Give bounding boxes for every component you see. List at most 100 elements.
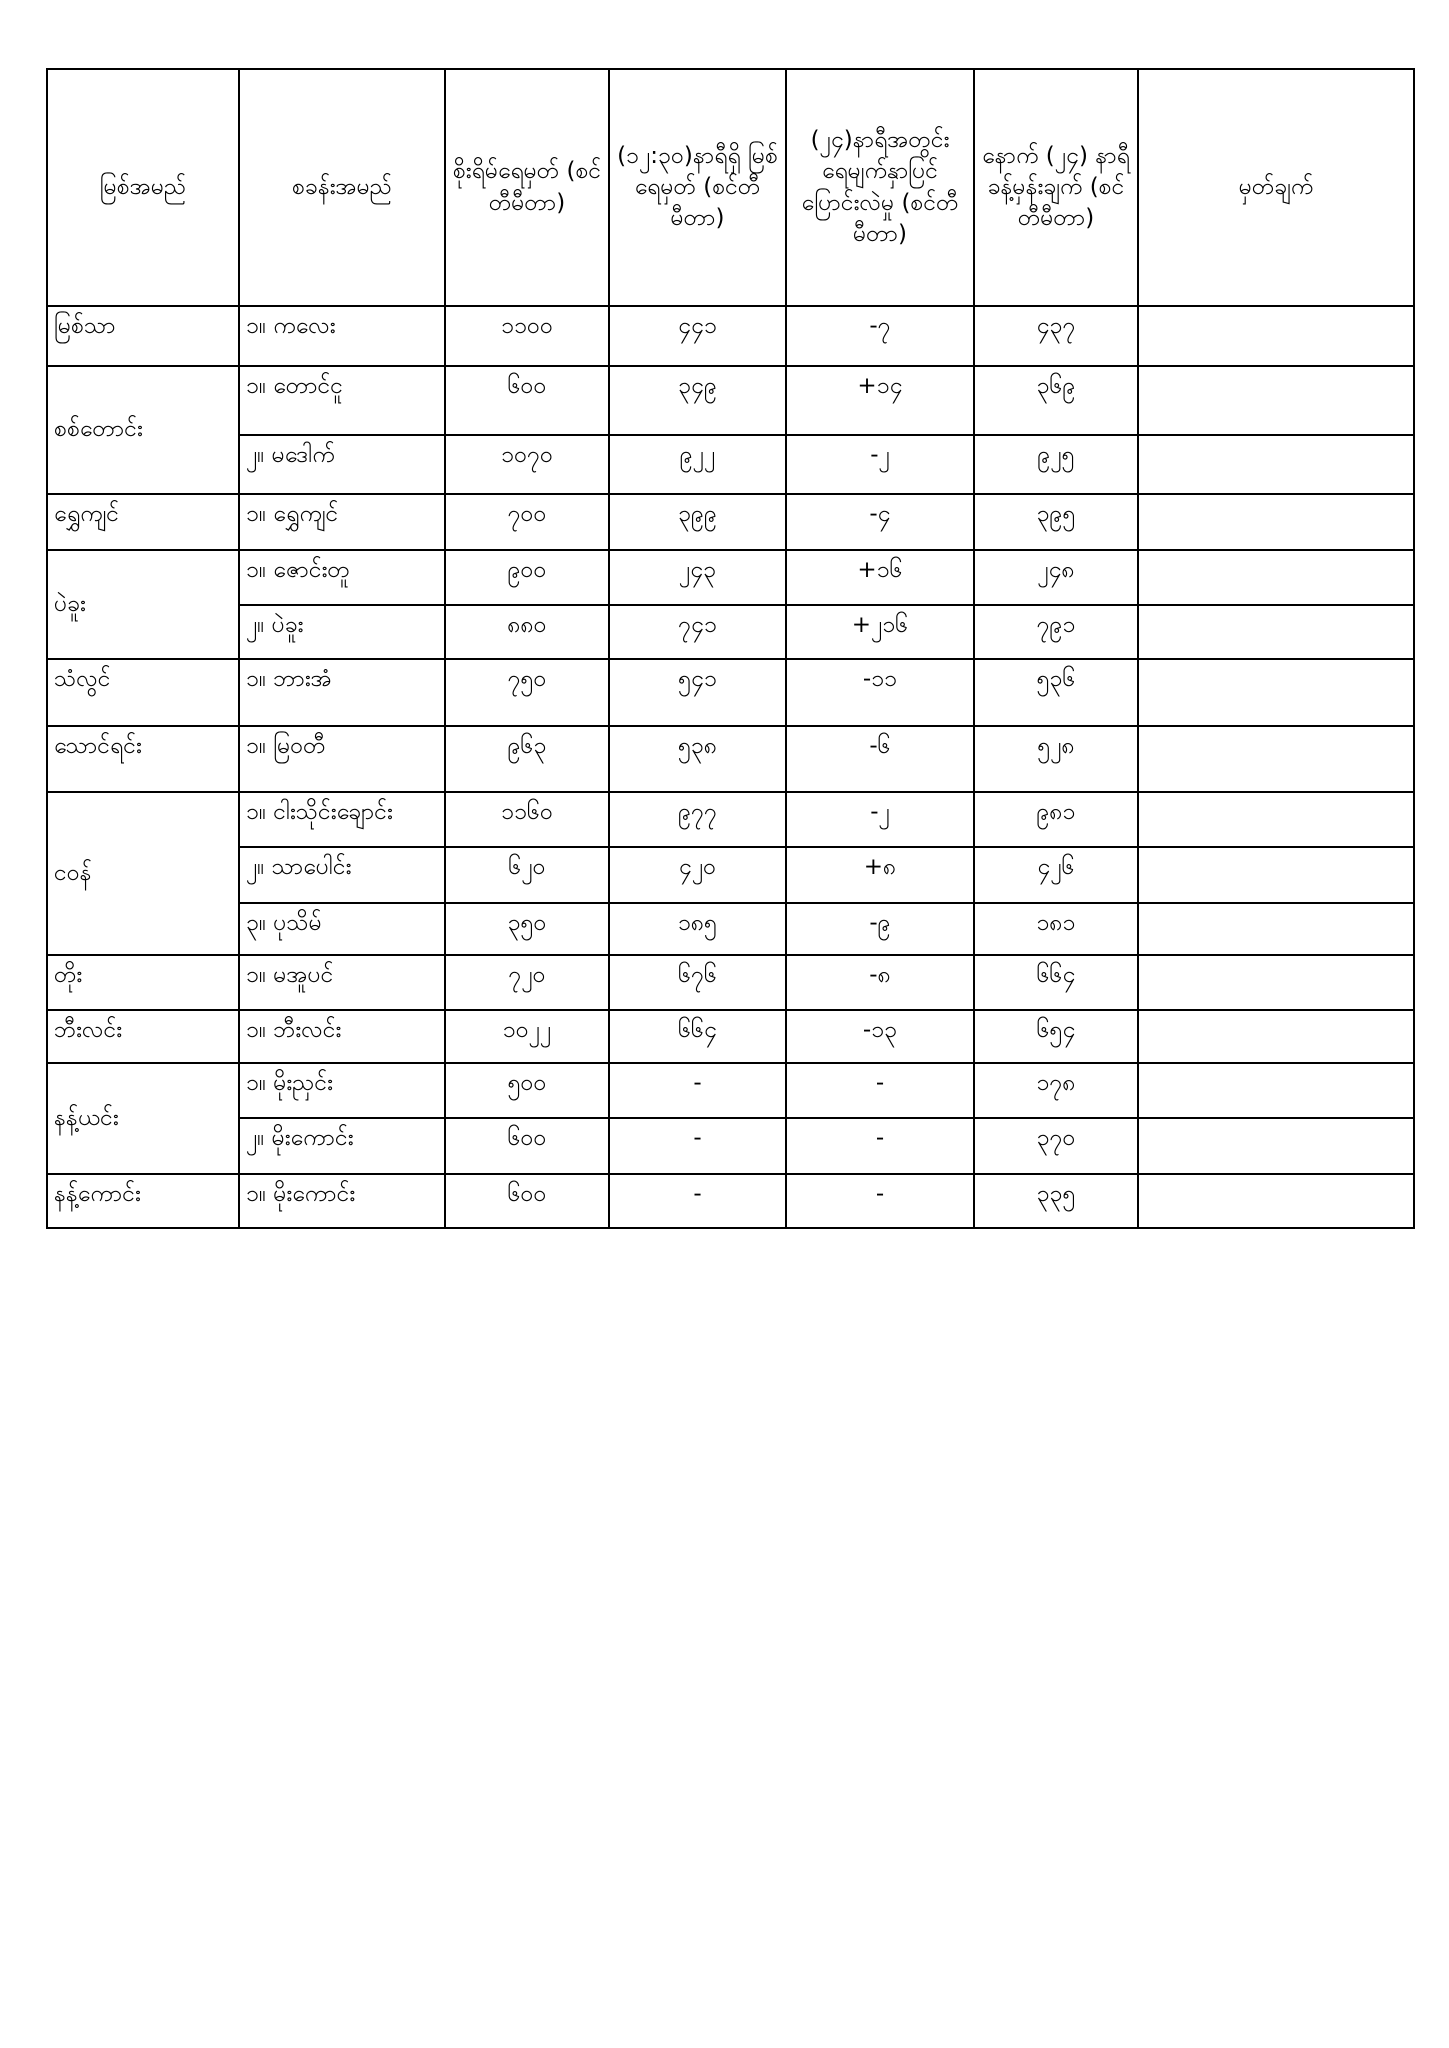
river-name-cell: နန့်ယင်း <box>46 1062 240 1175</box>
station-name-cell: ၁။ ရွှေကျင် <box>238 493 446 551</box>
forecast-cell: ၁၇၈ <box>973 1062 1139 1119</box>
remark-cell <box>1137 791 1415 848</box>
current-level-cell: - <box>608 1117 787 1175</box>
table-row: ရွှေကျင် ၁။ ရွှေကျင် ၇၀၀ ၃၉၉ -၄ ၃၉၅ <box>46 493 1415 551</box>
remark-cell <box>1137 1117 1415 1175</box>
change-cell: - <box>785 1062 975 1119</box>
table-row: နန့်ယင်း ၁။ မိုးညှင်း ၅၀၀- -၁၇၈ <box>46 1062 1415 1175</box>
change-cell: +၁၄ <box>785 365 975 436</box>
station-name-cell: ၁။ မအူပင် <box>238 954 446 1011</box>
header-24h-forecast: နောက် (၂၄) နာရီ ခန့်မှန်းချက် (စင်တီမီတာ… <box>973 68 1139 307</box>
header-remarks: မှတ်ချက် <box>1137 68 1415 307</box>
danger-level-cell: ၉၆၃ <box>444 725 610 793</box>
forecast-cell: ၃၇၀ <box>973 1117 1139 1175</box>
river-name-cell: သံလွင် <box>46 658 240 727</box>
remark-cell <box>1137 365 1415 436</box>
station-name-cell: ၁။ ကလေး <box>238 305 446 367</box>
danger-level-cell: ၉၀၀ <box>444 549 610 606</box>
current-level-cell: ၄၂၀ <box>608 846 787 904</box>
river-name-cell: သောင်ရင်း <box>46 725 240 793</box>
table-row: မြစ်သာ ၁။ ကလေး ၁၁၀၀ ၄၄၁ -၇ ၄၃၇ <box>46 305 1415 367</box>
forecast-cell: ၂၄၈ <box>973 549 1139 606</box>
forecast-cell: ၃၉၅ <box>973 493 1139 551</box>
header-station-name: စခန်းအမည် <box>238 68 446 307</box>
header-24h-change: (၂၄)နာရီအတွင်း ရေမျက်နှာပြင် ပြောင်းလဲမှ… <box>785 68 975 307</box>
danger-level-cell: ၁၀၂၂ <box>444 1009 610 1064</box>
current-level-cell: ၆၆၄ <box>608 1009 787 1064</box>
forecast-cell: ၉၈၁ <box>973 791 1139 848</box>
river-name-cell: ငဝန် <box>46 791 240 956</box>
table-row: နန့်ကောင်း ၁။ မိုးကောင်း ၆၀၀- -၃၃၅ <box>46 1173 1415 1229</box>
danger-level-cell: ၈၈၀ <box>444 604 610 660</box>
change-cell: -၂ <box>785 434 975 495</box>
header-river-name: မြစ်အမည် <box>46 68 240 307</box>
change-cell: -၆ <box>785 725 975 793</box>
forecast-cell: ၄၂၆ <box>973 846 1139 904</box>
current-level-cell: ၂၄၃ <box>608 549 787 606</box>
table-row: ဘီးလင်း ၁။ ဘီးလင်း ၁၀၂၂ ၆၆၄ -၁၃ ၆၅၄ <box>46 1009 1415 1064</box>
remark-cell <box>1137 305 1415 367</box>
current-level-cell: - <box>608 1173 787 1229</box>
danger-level-cell: ၇၀၀ <box>444 493 610 551</box>
danger-level-cell: ၇၅၀ <box>444 658 610 727</box>
station-name-cell: ၁။ မိုးကောင်း <box>238 1173 446 1229</box>
station-name-cell: ၂။ မဒေါက် <box>238 434 446 495</box>
station-name-cell: ၁။ ဘီးလင်း <box>238 1009 446 1064</box>
station-name-cell: ၂။ သာပေါင်း <box>238 846 446 904</box>
danger-level-cell: ၁၁၀၀ <box>444 305 610 367</box>
remark-cell <box>1137 604 1415 660</box>
remark-cell <box>1137 658 1415 727</box>
header-row: မြစ်အမည် စခန်းအမည် စိုးရိမ်ရေမှတ် (စင်တီ… <box>46 68 1415 307</box>
table-row: စစ်တောင်း ၁။ တောင်ငူ ၆၀၀ ၃၄၉ +၁၄ ၃၆၉ <box>46 365 1415 495</box>
danger-level-cell: ၇၂၀ <box>444 954 610 1011</box>
remark-cell <box>1137 549 1415 606</box>
table-row: သံလွင် ၁။ ဘားအံ ၇၅၀ ၅၄၁ -၁၁ ၅၃၆ <box>46 658 1415 727</box>
table-row: ၂။ မိုးကောင်း ၆၀၀- -၃၇၀ <box>47 1117 1415 1175</box>
danger-level-cell: ၁၁၆၀ <box>444 791 610 848</box>
river-water-level-table: မြစ်အမည် စခန်းအမည် စိုးရိမ်ရေမှတ် (စင်တီ… <box>46 68 1415 1229</box>
remark-cell <box>1137 725 1415 793</box>
forecast-cell: ၆၅၄ <box>973 1009 1139 1064</box>
river-name-cell: တိုး <box>46 954 240 1011</box>
station-name-cell: ၁။ တောင်ငူ <box>238 365 446 436</box>
table-row: ၃။ ပုသိမ် ၃၅၀ ၁၈၅ -၉ ၁၈၁ <box>47 902 1415 956</box>
station-name-cell: ၁။ ဘားအံ <box>238 658 446 727</box>
remark-cell <box>1137 1009 1415 1064</box>
station-name-cell: ၁။ မိုးညှင်း <box>238 1062 446 1119</box>
forecast-cell: ၃၃၅ <box>973 1173 1139 1229</box>
station-name-cell: ၂။ မိုးကောင်း <box>238 1117 446 1175</box>
current-level-cell: ၄၄၁ <box>608 305 787 367</box>
station-name-cell: ၁။ မြဝတီ <box>238 725 446 793</box>
table-row: ၂။ ပဲခူး ၈၈၀ ၇၄၁ +၂၁၆ ၇၉၁ <box>47 604 1415 660</box>
remark-cell <box>1137 1173 1415 1229</box>
remark-cell <box>1137 493 1415 551</box>
forecast-cell: ၉၂၅ <box>973 434 1139 495</box>
forecast-cell: ၇၉၁ <box>973 604 1139 660</box>
current-level-cell: ၁၈၅ <box>608 902 787 956</box>
change-cell: -၂ <box>785 791 975 848</box>
change-cell: -၉ <box>785 902 975 956</box>
river-name-cell: ဘီးလင်း <box>46 1009 240 1064</box>
change-cell: +၈ <box>785 846 975 904</box>
danger-level-cell: ၅၀၀ <box>444 1062 610 1119</box>
table-row: ပဲခူး ၁။ ဇောင်းတူ ၉၀၀ ၂၄၃ +၁၆ ၂၄၈ <box>46 549 1415 660</box>
danger-level-cell: ၃၅၀ <box>444 902 610 956</box>
forecast-cell: ၃၆၉ <box>973 365 1139 436</box>
header-danger-level: စိုးရိမ်ရေမှတ် (စင်တီမီတာ) <box>444 68 610 307</box>
table-row: သောင်ရင်း ၁။ မြဝတီ ၉၆၃ ၅၃၈ -၆ ၅၂၈ <box>46 725 1415 793</box>
change-cell: -၁၃ <box>785 1009 975 1064</box>
current-level-cell: ၅၄၁ <box>608 658 787 727</box>
danger-level-cell: ၆၀၀ <box>444 1117 610 1175</box>
remark-cell <box>1137 1062 1415 1119</box>
current-level-cell: ၃၉၉ <box>608 493 787 551</box>
table-row: တိုး ၁။ မအူပင် ၇၂၀ ၆၇၆ -၈ ၆၆၄ <box>46 954 1415 1011</box>
change-cell: -၄ <box>785 493 975 551</box>
remark-cell <box>1137 902 1415 956</box>
river-name-cell: စစ်တောင်း <box>46 365 240 495</box>
forecast-cell: ၁၈၁ <box>973 902 1139 956</box>
danger-level-cell: ၆၀၀ <box>444 365 610 436</box>
change-cell: -၁၁ <box>785 658 975 727</box>
forecast-cell: ၅၂၈ <box>973 725 1139 793</box>
change-cell: -၈ <box>785 954 975 1011</box>
station-name-cell: ၂။ ပဲခူး <box>238 604 446 660</box>
